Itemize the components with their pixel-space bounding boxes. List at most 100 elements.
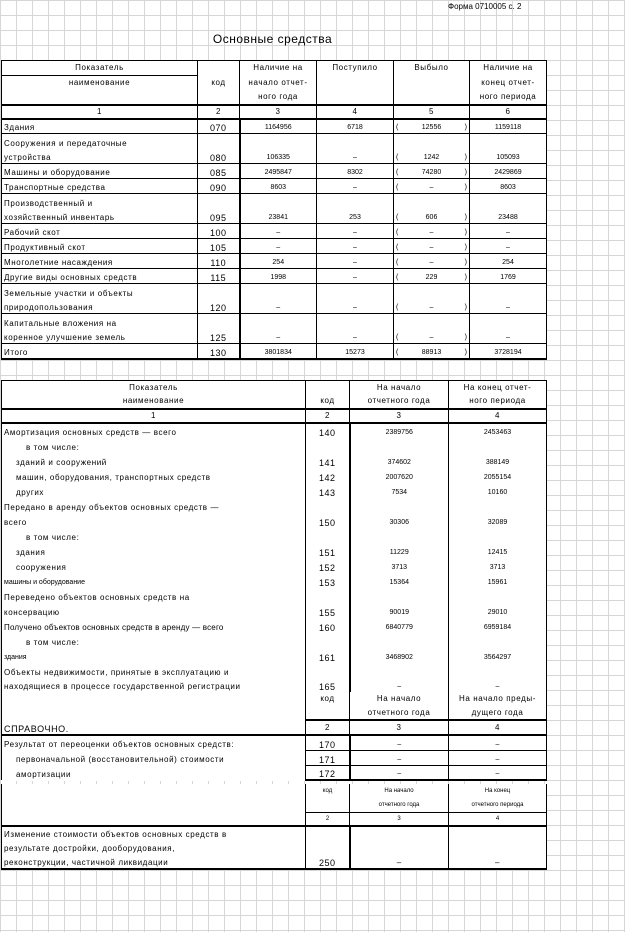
code-cell [197,133,241,149]
table-row: амортизации 172– – [1,765,547,781]
row-label: всего [1,512,306,528]
disposed-value: – [429,244,434,251]
header-end-l3: ного периода [469,90,547,106]
row-code: 070 [197,118,241,134]
row-code: 171 [305,750,351,766]
column-number-3: 3 [349,720,449,736]
row-code: 151 [305,542,351,558]
disposed-value: 606 [425,214,438,221]
empty-cell [469,283,547,299]
table-row: Переведено объектов основных средств на [1,587,547,603]
row-code: 250 [305,854,351,870]
column-number-1: 1 [1,408,306,424]
row-code: 153 [305,572,351,588]
row-label: консервацию [1,602,306,618]
end-value: 32089 [448,512,547,528]
received-value: 8302 [316,163,394,179]
start-value [349,587,449,603]
start-value: 11229 [349,542,449,558]
empty-cell [393,133,470,149]
start-value: – [349,765,449,781]
row-code: 170 [305,735,351,751]
row-code: 172 [305,765,351,781]
row-code: 130 [197,343,241,360]
empty-cell [239,283,317,299]
paren-close: ) [464,154,467,161]
paren-open: ( [396,304,399,311]
received-value: – [316,298,394,314]
empty-cell [469,133,547,149]
table-row: сооружения 152 3713 3713 [1,557,547,573]
paren-close: ) [464,348,467,356]
table-row: хозяйственный инвентарь 095 23841 253(606) 2… [1,208,547,224]
table-row: устройства 080 106335–(1242) 105093 [1,148,547,164]
column-number-4: 4 [448,720,547,736]
start-value [349,662,449,678]
row-label: Земельные участки и объекты [1,283,198,299]
table-row: здания 151 11229 12415 [1,542,547,558]
end-value: – [448,750,547,766]
received-value: – [316,268,394,284]
reference-title: СПРАВОЧНО. [1,720,306,736]
row-code: 165 [305,677,351,694]
received-value: – [316,238,394,254]
table-row: Многолетние насаждения 110 254–(–) 254 [1,253,547,269]
start-value: 3468902 [349,647,449,663]
row-label: Результат от переоценки объектов основны… [1,735,306,750]
received-value: 253 [316,208,394,224]
start-value: 2007620 [349,467,449,483]
end-value [448,632,547,648]
disposed-value: 74280 [421,169,442,176]
received-value: – [316,148,394,164]
row-label: Рабочий скот [1,223,198,239]
end-value [448,527,547,543]
row-code: 140 [305,422,351,438]
table-row: Транспортные средства 090 8603–(–) 8603 [1,178,547,194]
header-end-l1: На конец [448,784,547,798]
header-end-l2: отчетного периода [448,798,547,813]
empty-cell [239,193,317,209]
header-start-l3: ного года [239,90,317,106]
paren-open: ( [396,154,399,161]
table-row: первоначальной (восстановительной) стоим… [1,750,547,766]
row-label: Продуктивный скот [1,238,198,254]
disposed-cell: (88913) [393,343,470,360]
end-value: – [448,765,547,781]
row-label: Получено объектов основных средств в аре… [1,617,306,633]
end-value: 1769 [469,268,547,284]
header-name: наименование [1,75,198,91]
row-label: Капитальные вложения на [1,313,198,329]
paren-close: ) [464,229,467,236]
form-code: Форма 0710005 с. 2 [448,2,522,11]
end-value: 3713 [448,557,547,573]
empty-cell [316,133,394,149]
paren-open: ( [396,184,399,191]
disposed-value: – [429,334,434,341]
row-label: первоначальной (восстановительной) стоим… [1,750,306,765]
disposed-value: 1242 [423,154,440,161]
empty-cell [393,313,470,329]
disposed-cell: (–) [393,253,470,269]
row-code: 143 [305,482,351,498]
row-code: 085 [197,163,241,179]
code-cell [197,283,241,299]
paren-open: ( [396,334,399,341]
empty-cell [469,313,547,329]
start-value: 30306 [349,512,449,528]
start-value: 3713 [349,557,449,573]
row-code: 115 [197,268,241,284]
row-label: в том числе: [1,437,306,453]
code-cell [197,193,241,209]
row-code: 155 [305,602,351,618]
paren-close: ) [464,274,467,281]
end-value: – [469,328,547,344]
row-code: 142 [305,467,351,483]
column-number-2: 2 [197,104,240,120]
paren-close: ) [464,304,467,311]
table-row: Передано в аренду объектов основных сред… [1,497,547,513]
paren-open: ( [396,229,399,236]
disposed-cell: (74280) [393,163,470,179]
row-label: находящиеся в процессе государственной р… [1,677,306,694]
end-value: 8603 [469,178,547,194]
table-row: всего 150 30306 32089 [1,512,547,528]
